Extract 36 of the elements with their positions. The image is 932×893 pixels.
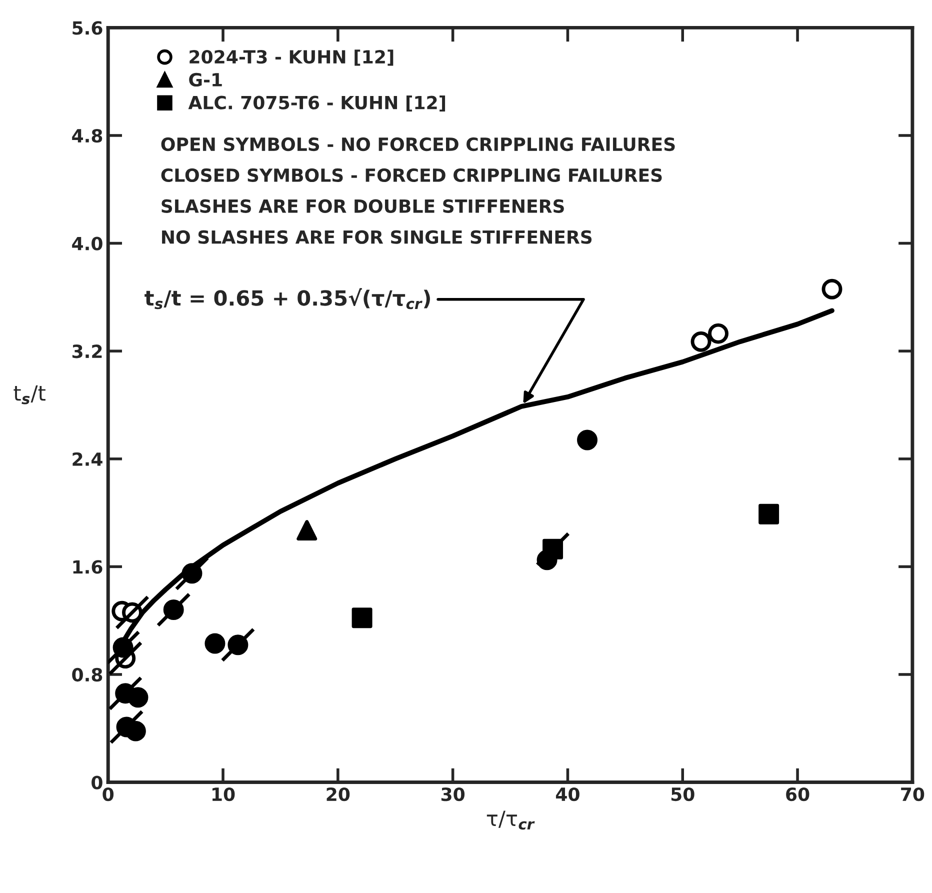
annotation: NO SLASHES ARE FOR SINGLE STIFFENERS [162, 230, 592, 244]
point [822, 278, 842, 300]
x-tick-label: 30 [441, 787, 465, 802]
x-tick-label: 0 [102, 787, 114, 802]
legend-label: G-1 [189, 72, 222, 87]
point [204, 633, 226, 654]
point [708, 323, 728, 344]
legend-label: ALC. 7075-T6 - KUHN [12] [188, 95, 446, 112]
x-tick-label: 40 [556, 787, 580, 802]
x-tick-label: 70 [901, 787, 924, 802]
point [125, 720, 146, 742]
x-tick-label: 60 [786, 787, 810, 802]
y-tick-label: 2.4 [72, 452, 102, 466]
y-tick-label: 0 [92, 776, 102, 790]
point [296, 520, 318, 541]
legend-label: 2024-T3 - KUHN [12] [190, 50, 394, 66]
point [352, 608, 372, 628]
annotation: OPEN SYMBOLS - NO FORCED CRIPPLING FAILURES [161, 137, 675, 152]
annotation: SLASHES ARE FOR DOUBLE STIFFENERS [162, 199, 564, 213]
x-axis-title: τ/τ$_{cr}$ [486, 810, 535, 830]
y-axis-title: t$_{s}$/t [14, 385, 46, 404]
annotation: t$_{s}$/t = 0.65 + 0.35√(τ/τ$_{cr}$) [144, 288, 430, 310]
x-tick-label: 50 [671, 787, 694, 802]
x-tick-label: 20 [326, 787, 350, 802]
y-tick-label: 4.0 [72, 236, 102, 250]
point [758, 504, 780, 524]
y-tick-label: 4.8 [72, 128, 102, 143]
y-tick-label: 0.8 [72, 668, 102, 682]
point [128, 687, 148, 708]
annotation: CLOSED SYMBOLS - FORCED CRIPPLING FAILURES [161, 168, 662, 182]
y-tick-label: 3.2 [72, 344, 102, 358]
point [577, 430, 598, 450]
point [690, 331, 712, 352]
x-tick-label: 10 [212, 787, 235, 802]
y-tick-label: 5.6 [72, 21, 102, 35]
y-tick-label: 1.6 [73, 560, 102, 574]
